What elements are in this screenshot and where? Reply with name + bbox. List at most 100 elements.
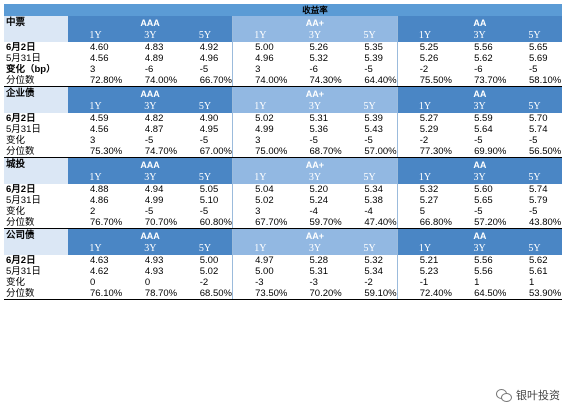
grade-header: AA+ bbox=[232, 157, 398, 171]
table-cell: 5.10 bbox=[199, 195, 219, 206]
table-cell: 4.86 bbox=[90, 195, 109, 206]
table-row: 5月31日 4.86 4.99 5.10 5.02 5.24 5.38 5.27 5.65 5.7… bbox=[4, 195, 562, 206]
table-cell: 72.40% bbox=[396, 288, 453, 300]
table-cell: 5.56 bbox=[474, 42, 493, 53]
table-cell: 75.00% bbox=[232, 146, 288, 158]
table-cell: 75.30% bbox=[68, 146, 123, 158]
table-cell: -5 bbox=[199, 206, 209, 217]
table-cell: -4 bbox=[309, 206, 318, 217]
table-title: 收益率 bbox=[68, 4, 562, 16]
table-cell: 60.80% bbox=[177, 217, 233, 229]
table-cell: 5.23 bbox=[396, 266, 453, 277]
table-cell: 5.35 bbox=[364, 42, 383, 53]
table-cell: 1 bbox=[529, 277, 535, 288]
grade-header: AA+ bbox=[232, 228, 398, 242]
grade-header: AAA bbox=[68, 157, 233, 171]
table-cell: 5.34 bbox=[364, 266, 383, 277]
section-name: 公司债 bbox=[4, 228, 68, 242]
row-percentile-label: 分位数 bbox=[4, 288, 68, 300]
table-cell: 4.59 bbox=[90, 113, 109, 124]
table-cell: 64.40% bbox=[342, 75, 398, 87]
term-header: 5Y bbox=[507, 242, 562, 255]
table-cell: -2 bbox=[396, 64, 453, 75]
table-cell: 5.02 bbox=[232, 113, 288, 124]
table-cell: 75.50% bbox=[396, 75, 453, 87]
table-cell: 73.50% bbox=[232, 288, 288, 300]
table-row: 变化 3 -5 -5 3 -5 -5 -2 -5 -5 bbox=[4, 135, 562, 146]
term-header: 5Y bbox=[342, 29, 398, 42]
section-name: 企业债 bbox=[4, 86, 68, 100]
grade-header: AAA bbox=[68, 16, 233, 29]
table-cell: 5.04 bbox=[232, 184, 288, 195]
table-cell: -5 bbox=[529, 64, 538, 75]
table-cell: -6 bbox=[474, 64, 483, 75]
table-cell: -3 bbox=[232, 277, 288, 288]
table-cell: 2 bbox=[90, 206, 96, 217]
row-may31-label: 5月31日 bbox=[6, 195, 41, 206]
term-header: 1Y bbox=[396, 29, 453, 42]
table-cell: 70.70% bbox=[122, 217, 178, 229]
table-cell: -6 bbox=[144, 64, 154, 75]
table-cell: 4.60 bbox=[90, 42, 109, 53]
table-cell: 5.05 bbox=[199, 184, 219, 195]
table-row: 6月2日 4.59 4.82 4.90 5.02 5.31 5.39 5.27 5.59 5.70 bbox=[4, 113, 562, 124]
table-row: 5月31日 4.56 4.89 4.96 4.96 5.32 5.39 5.26 5.62 5.6… bbox=[4, 53, 562, 64]
table-cell: -5 bbox=[529, 206, 538, 217]
table-cell: 0 bbox=[90, 277, 96, 288]
table-cell: 4.99 bbox=[232, 124, 288, 135]
table-cell: -2 bbox=[364, 277, 373, 288]
table-cell: 59.70% bbox=[287, 217, 343, 229]
table-cell: 5.02 bbox=[232, 195, 288, 206]
table-cell: 78.70% bbox=[122, 288, 178, 300]
table-cell: 4.62 bbox=[90, 266, 109, 277]
term-header: 5Y bbox=[177, 171, 233, 184]
row-percentile-label: 分位数 bbox=[4, 75, 68, 87]
table-cell: 4.56 bbox=[90, 124, 109, 135]
table-cell: 74.00% bbox=[232, 75, 288, 87]
section-name: 中票 bbox=[4, 16, 68, 29]
table-cell: -2 bbox=[396, 135, 453, 146]
term-row: 1Y 3Y 5Y 1Y 3Y 5Y 1Y 3Y 5Y bbox=[4, 242, 562, 255]
row-jun2-label: 6月2日 bbox=[6, 42, 36, 53]
table-cell: 4.90 bbox=[199, 113, 219, 124]
table-cell: 5.32 bbox=[364, 255, 383, 266]
row-change-label: 变化 bbox=[6, 206, 26, 217]
table-row: 变化 0 0 -2 -3 -3 -2 -1 1 1 bbox=[4, 277, 562, 288]
term-header: 5Y bbox=[177, 29, 233, 42]
table-cell: -6 bbox=[309, 64, 318, 75]
header-row: 收益率 bbox=[4, 4, 562, 16]
table-cell: 5.00 bbox=[199, 255, 219, 266]
table-cell: 74.30% bbox=[287, 75, 343, 87]
table-cell: 74.70% bbox=[122, 146, 178, 158]
table-cell: 4.99 bbox=[144, 195, 164, 206]
term-header: 3Y bbox=[287, 242, 343, 255]
term-header: 1Y bbox=[232, 171, 288, 184]
term-header: 3Y bbox=[287, 29, 343, 42]
watermark: 银叶投资 bbox=[496, 387, 560, 403]
term-header: 3Y bbox=[452, 100, 507, 113]
table-cell: 73.70% bbox=[452, 75, 507, 87]
term-header: 3Y bbox=[287, 100, 343, 113]
row-may31-label: 5月31日 bbox=[6, 266, 41, 277]
table-cell: 4.87 bbox=[144, 124, 164, 135]
table-cell: 47.40% bbox=[342, 217, 398, 229]
term-header: 5Y bbox=[342, 100, 398, 113]
table-cell: 4.96 bbox=[199, 53, 219, 64]
term-header: 5Y bbox=[177, 100, 233, 113]
table-cell: 67.70% bbox=[232, 217, 288, 229]
grade-header: AA+ bbox=[232, 16, 398, 29]
table-cell: 5.65 bbox=[474, 195, 493, 206]
table-cell: 3 bbox=[90, 64, 96, 75]
table-cell: -5 bbox=[474, 135, 483, 146]
table-cell: 5.28 bbox=[309, 255, 329, 266]
term-header: 1Y bbox=[396, 100, 453, 113]
table-cell: 4.88 bbox=[90, 184, 109, 195]
table-cell: -3 bbox=[309, 277, 318, 288]
section-name: 城投 bbox=[4, 157, 68, 171]
table-cell: 0 bbox=[144, 277, 151, 288]
term-header: 3Y bbox=[287, 171, 343, 184]
table-cell: -2 bbox=[199, 277, 209, 288]
row-may31-label: 5月31日 bbox=[6, 53, 41, 64]
table-row: 6月2日 4.88 4.94 5.05 5.04 5.20 5.34 5.32 5.60 5.74 bbox=[4, 184, 562, 195]
table-cell: 76.10% bbox=[68, 288, 123, 300]
